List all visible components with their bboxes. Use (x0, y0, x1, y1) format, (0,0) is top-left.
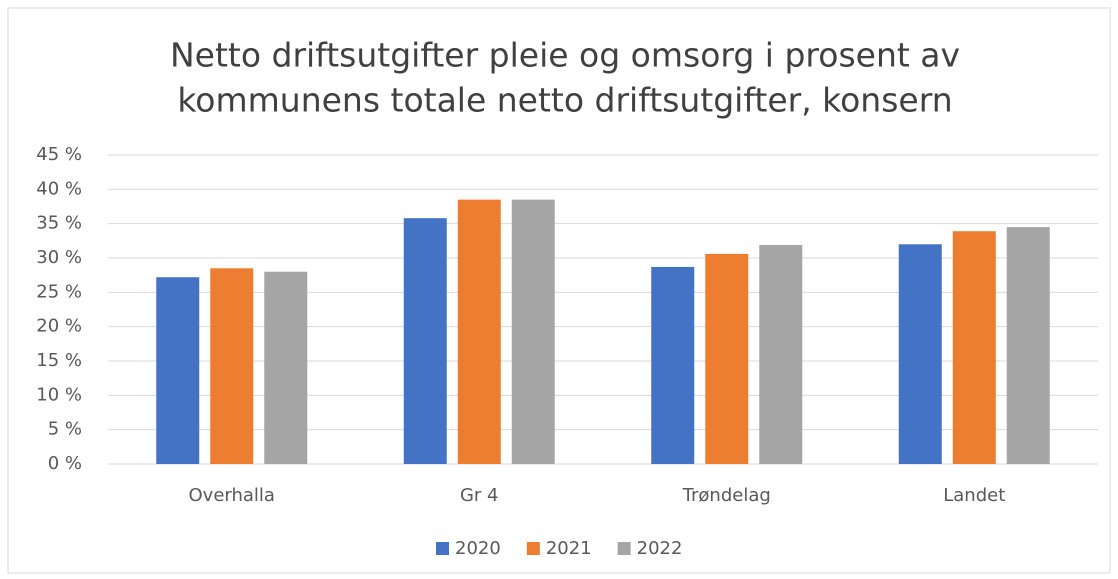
legend-swatch (436, 542, 449, 555)
bar (156, 277, 200, 464)
bar (898, 244, 942, 464)
bar (1006, 227, 1050, 464)
bar (264, 271, 308, 464)
y-tick-label: 20 % (36, 316, 82, 337)
legend-label: 2022 (637, 538, 683, 559)
bar (759, 244, 803, 464)
y-tick-label: 0 % (48, 453, 82, 474)
y-tick-label: 10 % (36, 384, 82, 405)
x-tick-label: Landet (943, 485, 1005, 506)
y-tick-label: 45 % (36, 144, 82, 165)
legend-swatch (526, 542, 540, 555)
bar (210, 268, 254, 464)
y-tick-label: 25 % (36, 281, 82, 302)
y-tick-label: 15 % (36, 350, 82, 371)
y-tick-label: 35 % (36, 213, 82, 234)
y-tick-label: 40 % (36, 178, 82, 199)
x-tick-label: Overhalla (189, 485, 275, 506)
legend-label: 2021 (546, 538, 592, 559)
x-tick-label: Gr 4 (460, 485, 499, 506)
bar (651, 266, 695, 464)
bar (403, 218, 447, 464)
chart-title: kommunens totale netto driftsutgifter, k… (177, 81, 952, 120)
legend-label: 2020 (455, 538, 501, 559)
y-tick-label: 5 % (48, 419, 82, 440)
x-tick-label: Trøndelag (682, 485, 771, 506)
chart-title: Netto driftsutgifter pleie og omsorg i p… (170, 36, 960, 75)
bar (952, 231, 996, 464)
bar (511, 199, 555, 464)
bar (705, 253, 749, 464)
bar (457, 199, 501, 464)
y-tick-label: 30 % (36, 247, 82, 268)
legend-swatch (617, 542, 631, 555)
